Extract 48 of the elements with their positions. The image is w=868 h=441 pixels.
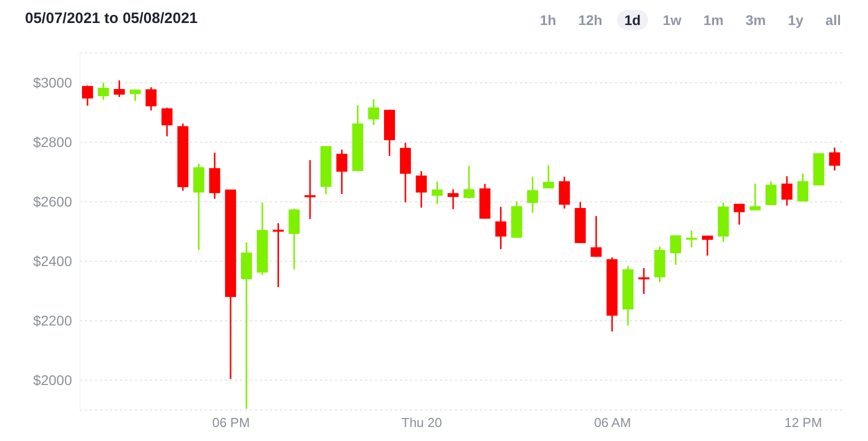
chart-title: 05/07/2021 to 05/08/2021 — [25, 10, 198, 27]
candlestick — [336, 148, 348, 195]
candlestick — [368, 98, 380, 126]
candlestick — [527, 176, 538, 214]
candlestick — [670, 234, 682, 266]
text: 1h — [538, 11, 558, 30]
x-tick-label: Thu 20 — [402, 415, 442, 430]
y-tick-label: $2800 — [33, 134, 72, 150]
y-tick-label: $3000 — [33, 74, 72, 91]
candlestick — [750, 182, 761, 212]
x-tick-label: 06 PM — [212, 415, 250, 430]
text: 3m — [744, 11, 767, 30]
text: all — [824, 11, 842, 30]
text: 1w — [662, 11, 682, 30]
text: 1y — [786, 11, 804, 30]
candlestick — [590, 215, 602, 258]
text: 12h — [577, 11, 604, 30]
candlestick — [686, 230, 698, 248]
candlestick — [432, 180, 443, 205]
candlestick — [304, 159, 316, 220]
candlestick — [272, 222, 284, 288]
y-tick-label: $2000 — [33, 372, 72, 388]
candlestick — [161, 106, 172, 138]
x-tick-label: 06 AM — [594, 415, 631, 430]
candlestick — [448, 188, 459, 210]
y-tick-label: $2200 — [33, 312, 72, 329]
y-tick-label: $2600 — [33, 194, 72, 210]
candlestick — [464, 165, 474, 200]
candlestick — [797, 172, 808, 202]
text: 1d — [617, 10, 648, 30]
candlestick — [146, 86, 157, 112]
candlestick — [82, 84, 93, 106]
x-tick-label: 12 PM — [784, 415, 822, 430]
candlestick — [734, 203, 745, 226]
y-tick-label: $2400 — [33, 253, 72, 270]
candlestick — [638, 267, 650, 295]
text: 1m — [702, 11, 725, 30]
candlestick — [130, 88, 141, 102]
candlestick — [98, 82, 109, 100]
candlestick — [542, 164, 554, 190]
candlestick — [495, 206, 506, 250]
candlestick — [702, 234, 713, 256]
candlestick — [781, 175, 792, 206]
candlestick — [829, 146, 840, 172]
candlestick — [114, 80, 125, 98]
candlestick — [558, 176, 570, 210]
candlestick — [416, 170, 427, 208]
candlestick — [766, 180, 777, 206]
